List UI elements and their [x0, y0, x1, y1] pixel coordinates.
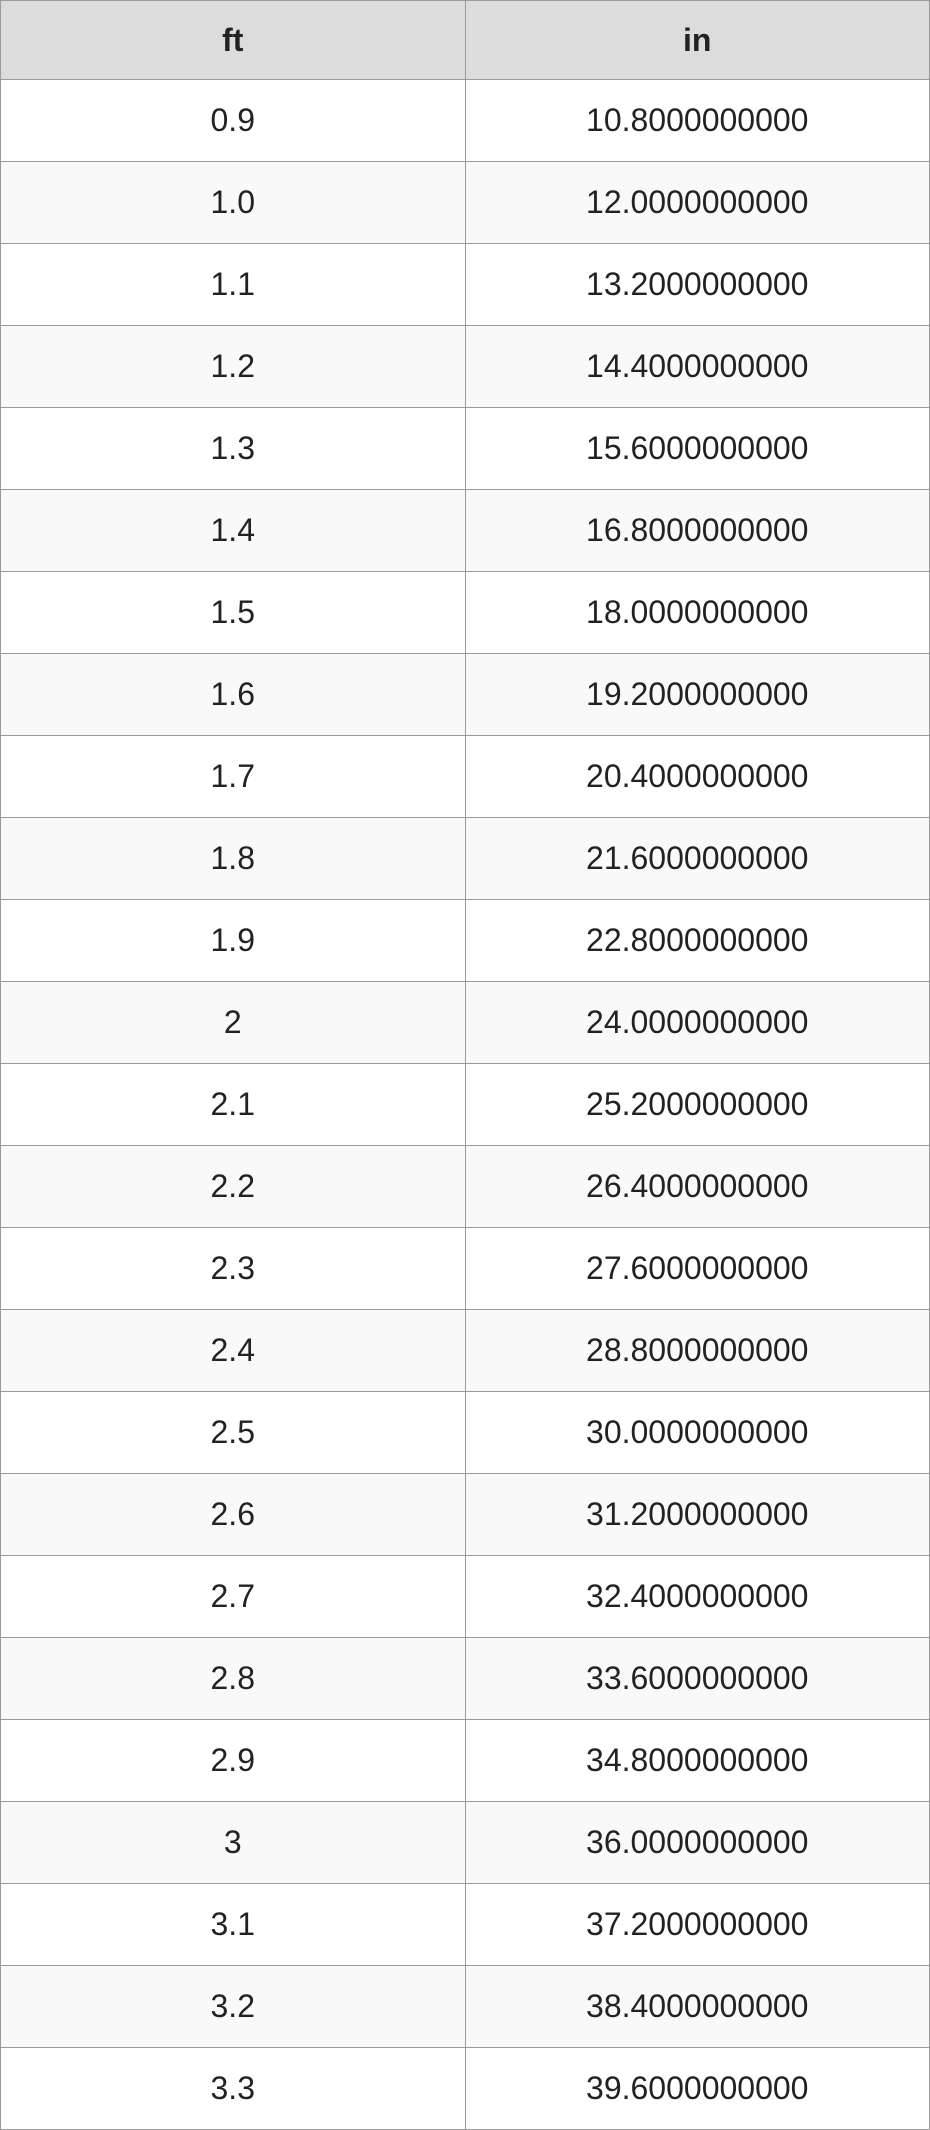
- table-row: 2.3 27.6000000000: [1, 1228, 930, 1310]
- conversion-table-container: ft in 0.9 10.8000000000 1.0 12.000000000…: [0, 0, 930, 2130]
- table-row: 2.4 28.8000000000: [1, 1310, 930, 1392]
- cell-in: 33.6000000000: [465, 1638, 930, 1720]
- cell-in: 39.6000000000: [465, 2048, 930, 2130]
- table-row: 1.1 13.2000000000: [1, 244, 930, 326]
- table-row: 1.2 14.4000000000: [1, 326, 930, 408]
- table-row: 1.4 16.8000000000: [1, 490, 930, 572]
- cell-ft: 3.1: [1, 1884, 466, 1966]
- cell-in: 10.8000000000: [465, 80, 930, 162]
- cell-in: 36.0000000000: [465, 1802, 930, 1884]
- cell-ft: 3.2: [1, 1966, 466, 2048]
- cell-in: 30.0000000000: [465, 1392, 930, 1474]
- cell-ft: 0.9: [1, 80, 466, 162]
- cell-in: 32.4000000000: [465, 1556, 930, 1638]
- column-header-ft: ft: [1, 1, 466, 80]
- table-row: 1.8 21.6000000000: [1, 818, 930, 900]
- table-row: 2.5 30.0000000000: [1, 1392, 930, 1474]
- cell-in: 28.8000000000: [465, 1310, 930, 1392]
- table-row: 3 36.0000000000: [1, 1802, 930, 1884]
- cell-ft: 1.6: [1, 654, 466, 736]
- table-row: 2.2 26.4000000000: [1, 1146, 930, 1228]
- table-row: 2.8 33.6000000000: [1, 1638, 930, 1720]
- conversion-table: ft in 0.9 10.8000000000 1.0 12.000000000…: [0, 0, 930, 2130]
- cell-ft: 2.5: [1, 1392, 466, 1474]
- cell-in: 31.2000000000: [465, 1474, 930, 1556]
- table-row: 2.1 25.2000000000: [1, 1064, 930, 1146]
- cell-ft: 2.9: [1, 1720, 466, 1802]
- cell-ft: 1.2: [1, 326, 466, 408]
- table-row: 0.9 10.8000000000: [1, 80, 930, 162]
- cell-ft: 2.1: [1, 1064, 466, 1146]
- cell-ft: 1.5: [1, 572, 466, 654]
- cell-ft: 1.0: [1, 162, 466, 244]
- cell-in: 12.0000000000: [465, 162, 930, 244]
- table-row: 1.7 20.4000000000: [1, 736, 930, 818]
- table-row: 1.0 12.0000000000: [1, 162, 930, 244]
- cell-ft: 1.4: [1, 490, 466, 572]
- cell-ft: 1.3: [1, 408, 466, 490]
- cell-ft: 1.8: [1, 818, 466, 900]
- table-row: 1.6 19.2000000000: [1, 654, 930, 736]
- table-row: 2.6 31.2000000000: [1, 1474, 930, 1556]
- cell-ft: 1.7: [1, 736, 466, 818]
- cell-in: 27.6000000000: [465, 1228, 930, 1310]
- cell-ft: 1.9: [1, 900, 466, 982]
- cell-in: 21.6000000000: [465, 818, 930, 900]
- cell-in: 37.2000000000: [465, 1884, 930, 1966]
- cell-ft: 2.2: [1, 1146, 466, 1228]
- cell-in: 38.4000000000: [465, 1966, 930, 2048]
- cell-in: 25.2000000000: [465, 1064, 930, 1146]
- cell-in: 14.4000000000: [465, 326, 930, 408]
- cell-in: 24.0000000000: [465, 982, 930, 1064]
- table-row: 3.3 39.6000000000: [1, 2048, 930, 2130]
- cell-in: 19.2000000000: [465, 654, 930, 736]
- cell-ft: 2.7: [1, 1556, 466, 1638]
- table-row: 1.5 18.0000000000: [1, 572, 930, 654]
- cell-ft: 2.3: [1, 1228, 466, 1310]
- cell-ft: 2.8: [1, 1638, 466, 1720]
- cell-ft: 2.6: [1, 1474, 466, 1556]
- cell-in: 22.8000000000: [465, 900, 930, 982]
- cell-in: 26.4000000000: [465, 1146, 930, 1228]
- cell-in: 18.0000000000: [465, 572, 930, 654]
- cell-in: 13.2000000000: [465, 244, 930, 326]
- column-header-in: in: [465, 1, 930, 80]
- table-row: 2.7 32.4000000000: [1, 1556, 930, 1638]
- table-row: 2.9 34.8000000000: [1, 1720, 930, 1802]
- cell-ft: 3: [1, 1802, 466, 1884]
- table-row: 1.9 22.8000000000: [1, 900, 930, 982]
- cell-in: 15.6000000000: [465, 408, 930, 490]
- cell-ft: 1.1: [1, 244, 466, 326]
- cell-in: 34.8000000000: [465, 1720, 930, 1802]
- table-row: 3.2 38.4000000000: [1, 1966, 930, 2048]
- cell-ft: 2.4: [1, 1310, 466, 1392]
- table-header-row: ft in: [1, 1, 930, 80]
- table-row: 3.1 37.2000000000: [1, 1884, 930, 1966]
- cell-in: 20.4000000000: [465, 736, 930, 818]
- cell-ft: 3.3: [1, 2048, 466, 2130]
- cell-in: 16.8000000000: [465, 490, 930, 572]
- table-row: 1.3 15.6000000000: [1, 408, 930, 490]
- cell-ft: 2: [1, 982, 466, 1064]
- table-row: 2 24.0000000000: [1, 982, 930, 1064]
